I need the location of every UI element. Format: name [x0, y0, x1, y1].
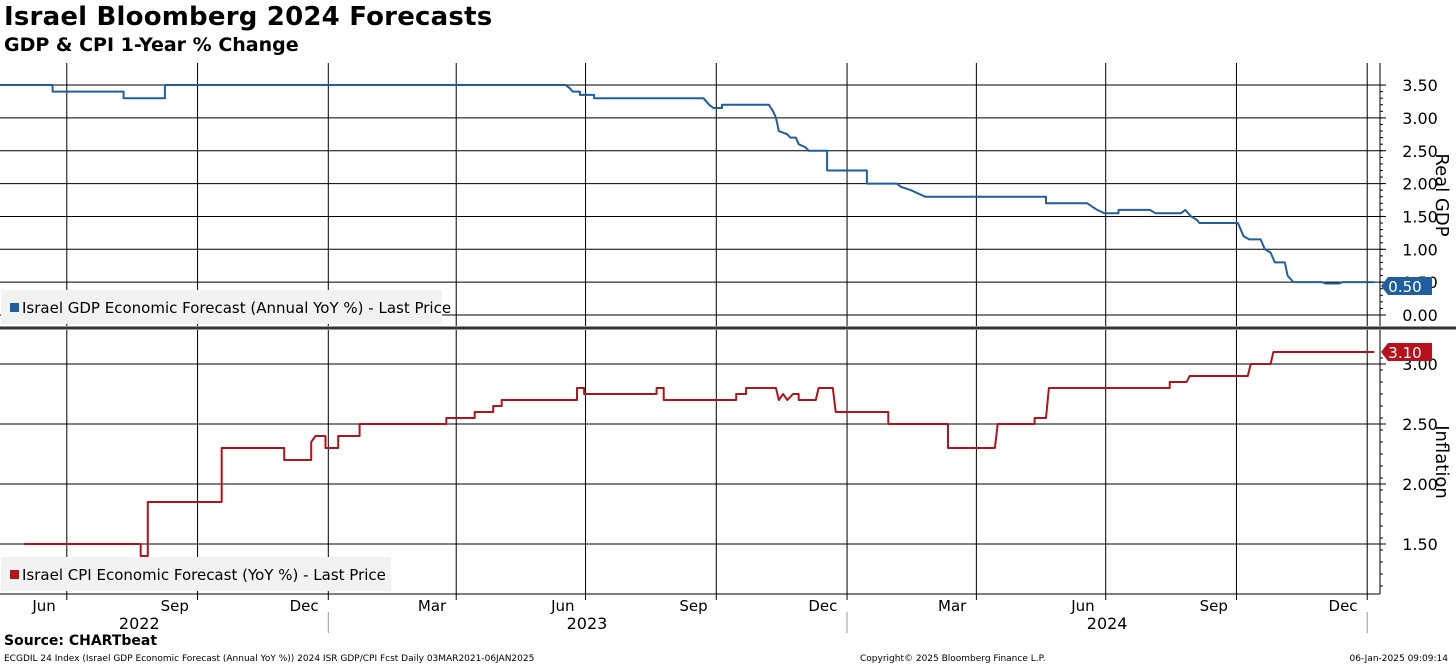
- gdp-legend-swatch: [10, 303, 19, 312]
- axis-layer: 0.00 0.50 1.00 1.50 2.00 2.50 3.00 3.50 1.50 2.00…: [31, 76, 1438, 633]
- x-year-label: 2022: [119, 614, 160, 633]
- gdp-y-tick-label: 2.50: [1402, 142, 1438, 161]
- cpi-axis-title: Inflation: [1431, 425, 1452, 499]
- gdp-series-line: [0, 84, 1375, 285]
- x-month-label: Jun: [1070, 597, 1094, 615]
- gdp-axis-title: Real GDP: [1431, 153, 1452, 236]
- grid-layer: [0, 63, 1456, 595]
- source-note: Source: CHARTbeat: [4, 633, 158, 649]
- gdp-last-value-label: 0.50: [1388, 278, 1421, 296]
- cpi-series-line: [24, 351, 1375, 557]
- gdp-legend-label: Israel GDP Economic Forecast (Annual YoY…: [22, 299, 451, 317]
- footer-copyright: Copyright© 2025 Bloomberg Finance L.P.: [860, 654, 1046, 664]
- gdp-y-tick-label: 1.00: [1402, 240, 1438, 259]
- series-layer: [0, 84, 1375, 557]
- footer-index-description: ECGDIL 24 Index (Israel GDP Economic For…: [4, 654, 535, 664]
- gdp-y-tick-label: 0.00: [1402, 306, 1438, 325]
- chart-title: Israel Bloomberg 2024 Forecasts: [4, 2, 493, 32]
- footer-timestamp: 06-Jan-2025 09:09:14: [1349, 654, 1448, 664]
- x-month-label: Dec: [808, 597, 837, 615]
- cpi-last-value-badge: 3.10: [1381, 343, 1432, 362]
- cpi-last-value-label: 3.10: [1388, 344, 1421, 362]
- cpi-legend-swatch: [10, 570, 19, 579]
- cpi-legend[interactable]: Israel CPI Economic Forecast (YoY %) - L…: [1, 557, 391, 591]
- x-month-label: Sep: [679, 597, 707, 615]
- cpi-y-tick-label: 1.50: [1402, 535, 1438, 554]
- cpi-y-tick-label: 2.50: [1402, 415, 1438, 434]
- x-month-label: Sep: [161, 597, 189, 615]
- x-year-label: 2024: [1087, 614, 1128, 633]
- cpi-legend-label: Israel CPI Economic Forecast (YoY %) - L…: [22, 566, 386, 584]
- gdp-y-tick-label: 3.00: [1402, 109, 1438, 128]
- gdp-legend[interactable]: Israel GDP Economic Forecast (Annual YoY…: [1, 290, 451, 324]
- cpi-y-tick-label: 2.00: [1402, 475, 1438, 494]
- x-month-label: Dec: [1329, 597, 1358, 615]
- gdp-y-tick-label: 1.50: [1402, 207, 1438, 226]
- x-year-label: 2023: [567, 614, 608, 633]
- x-month-label: Sep: [1200, 597, 1228, 615]
- x-month-label: Mar: [938, 597, 967, 615]
- x-month-label: Jun: [550, 597, 574, 615]
- gdp-y-tick-label: 2.00: [1402, 175, 1438, 194]
- x-month-label: Dec: [290, 597, 319, 615]
- gdp-y-tick-label: 3.50: [1402, 76, 1438, 95]
- chart-subtitle: GDP & CPI 1-Year % Change: [4, 34, 299, 56]
- x-month-label: Mar: [418, 597, 447, 615]
- x-month-label: Jun: [31, 597, 55, 615]
- gdp-last-value-badge: 0.50: [1381, 277, 1432, 296]
